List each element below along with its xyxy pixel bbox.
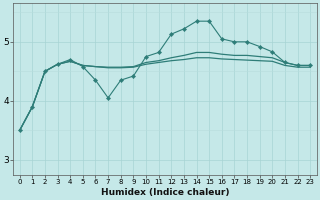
X-axis label: Humidex (Indice chaleur): Humidex (Indice chaleur) xyxy=(101,188,229,197)
